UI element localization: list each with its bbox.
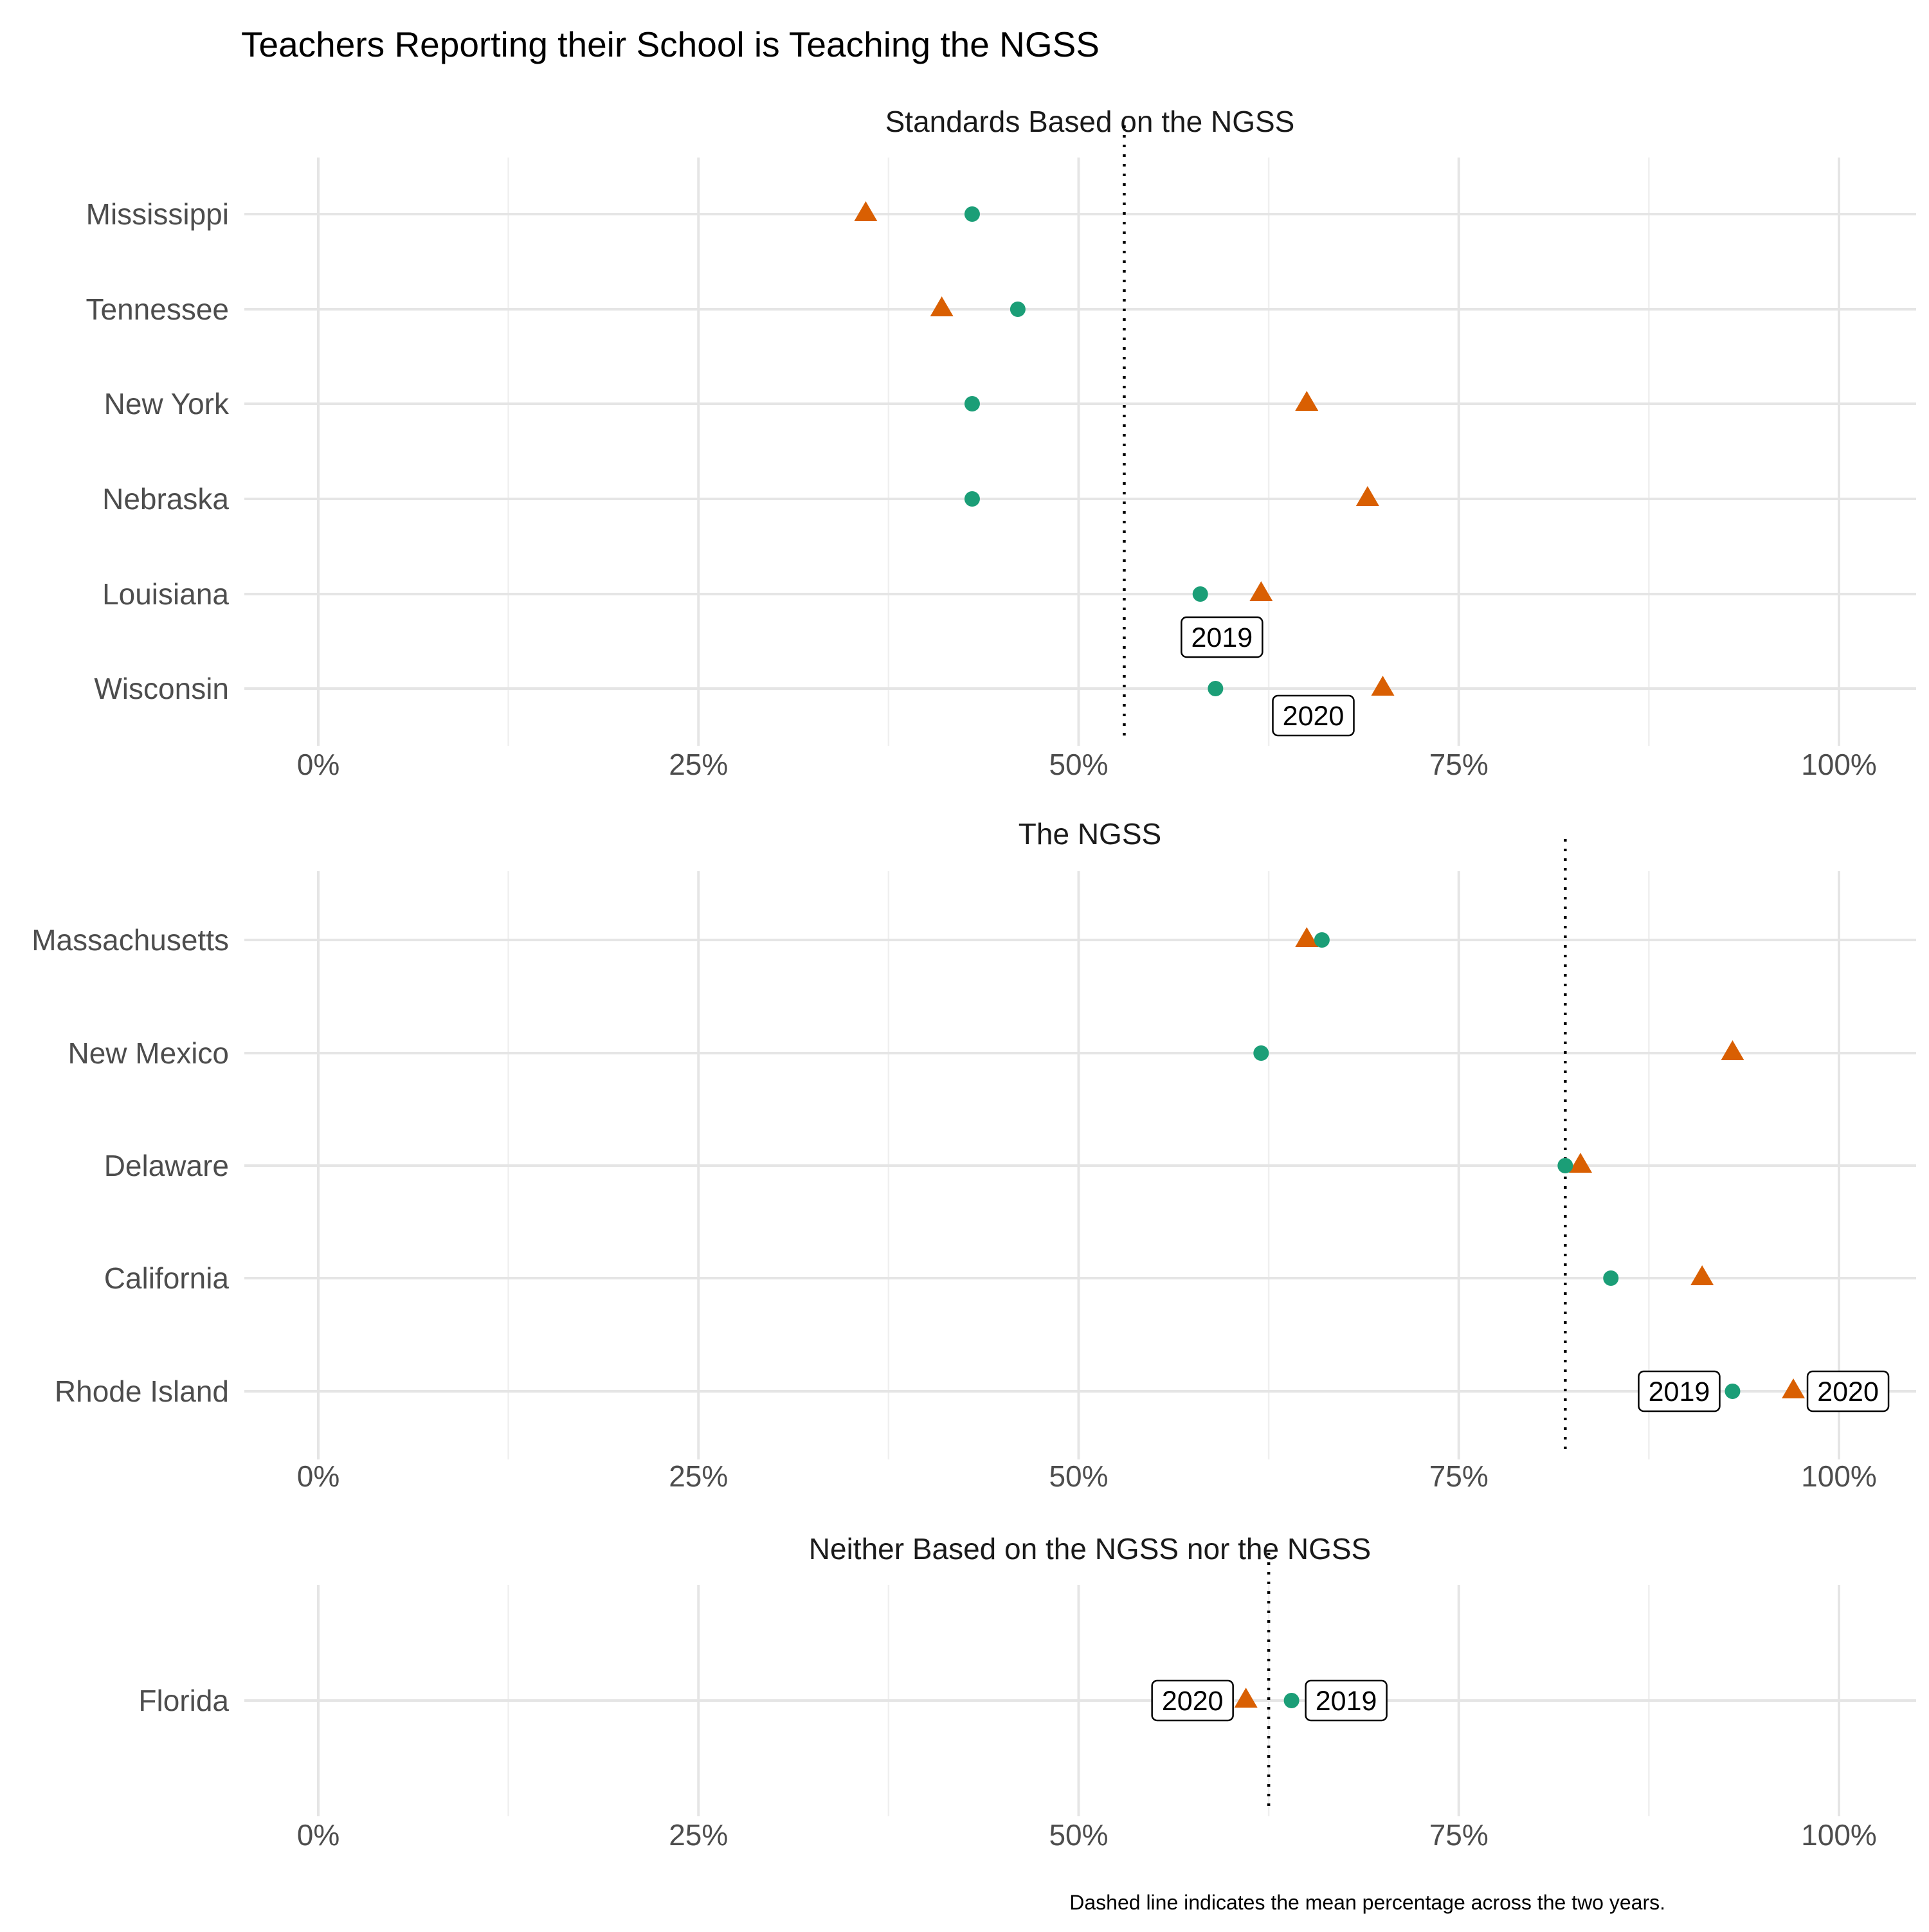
label-2019-florida: 2019 (1305, 1679, 1388, 1722)
point-2019-louisiana (1192, 586, 1208, 602)
point-2019-rhode-island (1725, 1384, 1741, 1399)
x-tick-label: 0% (297, 1818, 340, 1852)
state-label-wisconsin: Wisconsin (94, 672, 229, 705)
point-2019-new-mexico (1253, 1045, 1269, 1061)
point-2020-nebraska (1355, 486, 1379, 506)
point-2019-new-york (964, 396, 980, 411)
state-label-louisiana: Louisiana (102, 577, 229, 611)
label-text: 2020 (1283, 701, 1345, 732)
state-label-rhode-island: Rhode Island (55, 1375, 229, 1408)
point-2020-california (1690, 1265, 1714, 1285)
state-label-delaware: Delaware (104, 1149, 229, 1182)
label-text: 2019 (1649, 1377, 1710, 1407)
point-2020-massachusetts (1295, 927, 1319, 947)
label-text: 2020 (1817, 1377, 1879, 1407)
point-2019-delaware (1557, 1158, 1573, 1173)
label-2020-florida: 2020 (1151, 1679, 1234, 1722)
state-label-nebraska: Nebraska (102, 482, 229, 516)
panel-title: Standards Based on the NGSS (885, 105, 1295, 138)
label-text: 2020 (1162, 1686, 1224, 1717)
label-2020-wisconsin: 2020 (1272, 694, 1355, 737)
x-tick-label: 100% (1801, 748, 1877, 781)
state-label-florida: Florida (138, 1684, 229, 1717)
label-text: 2019 (1191, 622, 1253, 653)
label-box (1181, 616, 1263, 658)
label-box (1272, 694, 1355, 737)
x-tick-label: 25% (669, 1459, 728, 1493)
x-tick-label: 50% (1049, 1818, 1108, 1852)
label-box (1305, 1679, 1388, 1722)
label-box (1806, 1370, 1890, 1413)
point-2020-mississippi (854, 201, 878, 221)
point-2019-florida (1283, 1693, 1300, 1708)
x-tick-label: 75% (1429, 1459, 1489, 1493)
x-tick-label: 0% (297, 748, 340, 781)
state-label-mississippi: Mississippi (86, 197, 229, 231)
point-2019-nebraska (964, 491, 980, 507)
chart-title: Teachers Reporting their School is Teach… (241, 24, 1100, 64)
label-2020-rhode-island: 2020 (1806, 1370, 1890, 1413)
x-tick-label: 25% (669, 1818, 728, 1852)
x-tick-label: 0% (297, 1459, 340, 1493)
point-2019-tennessee (1010, 302, 1026, 317)
point-2020-new-mexico (1721, 1040, 1744, 1060)
label-box (1638, 1370, 1721, 1413)
state-label-california: California (104, 1261, 230, 1295)
x-tick-label: 100% (1801, 1818, 1877, 1852)
label-text: 2019 (1316, 1686, 1377, 1717)
panel-title: Neither Based on the NGSS nor the NGSS (809, 1532, 1371, 1566)
point-2019-wisconsin (1208, 681, 1224, 696)
label-2019-rhode-island: 2019 (1638, 1370, 1721, 1413)
point-2019-california (1603, 1270, 1619, 1286)
point-2020-wisconsin (1371, 676, 1395, 696)
point-2019-mississippi (964, 206, 980, 222)
point-2020-new-york (1295, 391, 1319, 411)
point-2020-louisiana (1249, 581, 1273, 601)
chart-caption: Dashed line indicates the mean percentag… (1069, 1891, 1665, 1914)
label-2019-wisconsin: 2019 (1181, 616, 1263, 658)
point-2020-florida (1234, 1688, 1258, 1708)
panel-neither-based-on-the-ngss-nor-the-ngss: Neither Based on the NGSS nor the NGSS 0%… (138, 1532, 1916, 1852)
x-tick-label: 50% (1049, 1459, 1108, 1493)
x-tick-label: 75% (1429, 1818, 1489, 1852)
x-tick-label: 100% (1801, 1459, 1877, 1493)
panel-the-ngss: The NGSS 0% 25% 50% 75% 100% Massachusetts New … (32, 817, 1916, 1493)
panel-standards-based-on-the-ngss: Standards Based on the NGSS 0% 25% 50% 75% 10… (86, 105, 1916, 781)
state-label-new-york: New York (104, 387, 230, 420)
point-2020-tennessee (930, 296, 954, 316)
point-2020-rhode-island (1782, 1378, 1806, 1398)
state-label-new-mexico: New Mexico (68, 1036, 229, 1070)
point-2019-massachusetts (1314, 932, 1330, 948)
x-tick-label: 50% (1049, 748, 1108, 781)
x-tick-label: 25% (669, 748, 728, 781)
state-label-massachusetts: Massachusetts (32, 923, 229, 957)
panel-title: The NGSS (1019, 817, 1161, 851)
x-tick-label: 75% (1429, 748, 1489, 781)
state-label-tennessee: Tennessee (86, 293, 230, 326)
point-2020-delaware (1568, 1153, 1592, 1173)
label-box (1151, 1679, 1234, 1722)
